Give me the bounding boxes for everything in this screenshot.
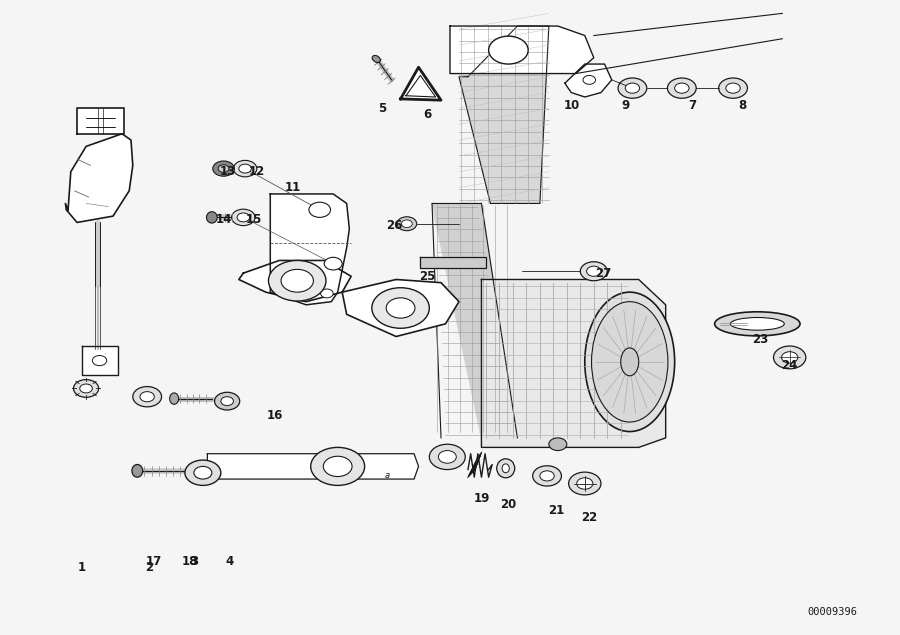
Text: 18: 18 <box>181 555 198 568</box>
Circle shape <box>726 83 741 93</box>
Polygon shape <box>207 454 418 479</box>
Text: 9: 9 <box>621 98 629 112</box>
Circle shape <box>309 202 330 217</box>
Text: 11: 11 <box>284 181 301 194</box>
Polygon shape <box>459 26 549 203</box>
Text: 22: 22 <box>581 511 598 524</box>
Text: 13: 13 <box>220 165 236 178</box>
Circle shape <box>194 466 212 479</box>
Polygon shape <box>432 203 518 438</box>
Polygon shape <box>66 134 133 222</box>
Circle shape <box>231 209 255 225</box>
Circle shape <box>281 269 313 292</box>
Circle shape <box>214 392 239 410</box>
Circle shape <box>268 260 326 301</box>
Polygon shape <box>77 109 124 134</box>
Text: 6: 6 <box>423 108 432 121</box>
Text: 8: 8 <box>738 98 746 112</box>
Circle shape <box>580 262 608 281</box>
Text: 7: 7 <box>688 98 697 112</box>
Polygon shape <box>450 26 594 74</box>
Polygon shape <box>565 64 612 97</box>
Polygon shape <box>400 67 441 100</box>
Circle shape <box>675 83 689 93</box>
Ellipse shape <box>585 292 675 432</box>
Circle shape <box>577 478 593 489</box>
Text: 2: 2 <box>145 561 153 574</box>
Circle shape <box>429 444 465 469</box>
Text: 16: 16 <box>266 409 283 422</box>
Circle shape <box>489 36 528 64</box>
Circle shape <box>773 346 806 369</box>
Circle shape <box>237 213 249 222</box>
Text: 17: 17 <box>145 555 162 568</box>
Ellipse shape <box>731 318 784 330</box>
Ellipse shape <box>132 464 143 477</box>
Text: 21: 21 <box>548 504 564 518</box>
Text: 12: 12 <box>248 165 265 178</box>
Circle shape <box>587 266 601 276</box>
Polygon shape <box>482 279 666 448</box>
Polygon shape <box>342 279 459 337</box>
Circle shape <box>320 289 333 298</box>
Circle shape <box>323 457 352 476</box>
Circle shape <box>540 471 554 481</box>
Text: 4: 4 <box>226 555 234 568</box>
Text: a: a <box>384 471 390 481</box>
Text: 1: 1 <box>77 561 86 574</box>
Ellipse shape <box>497 459 515 478</box>
Circle shape <box>238 164 251 173</box>
Circle shape <box>184 460 220 485</box>
Text: 27: 27 <box>595 267 611 279</box>
Text: 00009396: 00009396 <box>807 606 857 617</box>
Circle shape <box>140 392 155 402</box>
Circle shape <box>74 380 99 398</box>
Text: 25: 25 <box>419 270 436 283</box>
Circle shape <box>372 288 429 328</box>
Polygon shape <box>82 346 118 375</box>
Circle shape <box>781 352 797 363</box>
Ellipse shape <box>373 55 381 62</box>
Polygon shape <box>238 260 351 302</box>
Text: 26: 26 <box>386 219 402 232</box>
Circle shape <box>569 472 601 495</box>
Text: 5: 5 <box>379 102 387 115</box>
Circle shape <box>133 387 161 407</box>
Circle shape <box>583 76 596 84</box>
Polygon shape <box>270 194 349 305</box>
Circle shape <box>438 451 456 463</box>
Text: 24: 24 <box>781 359 798 371</box>
Circle shape <box>719 78 747 98</box>
Circle shape <box>233 161 256 177</box>
Text: 19: 19 <box>473 491 490 505</box>
Text: 15: 15 <box>246 213 262 226</box>
Text: 3: 3 <box>190 555 198 568</box>
Circle shape <box>626 83 640 93</box>
Circle shape <box>212 161 234 176</box>
Circle shape <box>397 217 417 231</box>
Ellipse shape <box>169 393 178 404</box>
Ellipse shape <box>621 348 639 376</box>
Circle shape <box>324 257 342 270</box>
Polygon shape <box>420 257 486 268</box>
Ellipse shape <box>591 302 668 422</box>
Text: 10: 10 <box>563 98 580 112</box>
Circle shape <box>218 165 229 173</box>
Text: 23: 23 <box>752 333 768 346</box>
Circle shape <box>310 448 365 485</box>
Circle shape <box>618 78 647 98</box>
Ellipse shape <box>715 312 800 336</box>
Circle shape <box>401 220 412 227</box>
Circle shape <box>668 78 697 98</box>
Circle shape <box>386 298 415 318</box>
Ellipse shape <box>502 464 509 472</box>
Text: 14: 14 <box>215 213 231 226</box>
Text: 20: 20 <box>500 498 517 511</box>
Circle shape <box>93 356 107 366</box>
Circle shape <box>80 384 93 393</box>
Circle shape <box>220 397 233 406</box>
Circle shape <box>549 438 567 451</box>
Circle shape <box>533 465 562 486</box>
Ellipse shape <box>206 211 217 223</box>
